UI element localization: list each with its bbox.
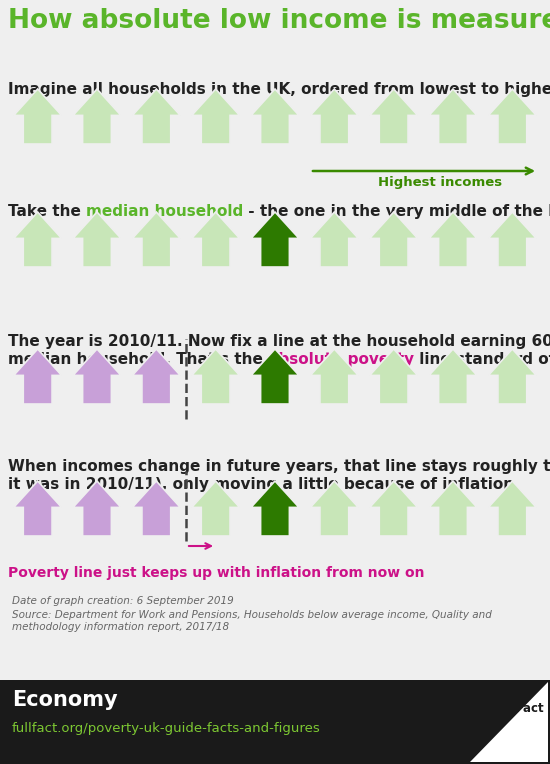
FancyBboxPatch shape bbox=[0, 680, 550, 764]
Polygon shape bbox=[73, 212, 121, 267]
Polygon shape bbox=[310, 89, 359, 144]
Polygon shape bbox=[488, 212, 536, 267]
Polygon shape bbox=[251, 481, 299, 536]
Polygon shape bbox=[14, 481, 62, 536]
Text: Take the: Take the bbox=[8, 204, 86, 219]
Polygon shape bbox=[429, 212, 477, 267]
Text: median household. That's the: median household. That's the bbox=[8, 352, 268, 367]
Polygon shape bbox=[191, 349, 240, 404]
Polygon shape bbox=[370, 89, 417, 144]
Polygon shape bbox=[370, 481, 417, 536]
Text: it was in 2010/11), only moving a little because of inflation: it was in 2010/11), only moving a little… bbox=[8, 477, 514, 492]
Polygon shape bbox=[133, 349, 180, 404]
Text: fullfact.org/poverty-uk-guide-facts-and-figures: fullfact.org/poverty-uk-guide-facts-and-… bbox=[12, 722, 321, 735]
Polygon shape bbox=[73, 481, 121, 536]
Polygon shape bbox=[14, 212, 62, 267]
Polygon shape bbox=[133, 212, 180, 267]
Text: Source: Department for Work and Pensions, Households below average income, Quali: Source: Department for Work and Pensions… bbox=[12, 610, 492, 632]
Text: - the one in the very middle of the list...: - the one in the very middle of the list… bbox=[243, 204, 550, 219]
Text: line standard of living: line standard of living bbox=[414, 352, 550, 367]
Polygon shape bbox=[429, 481, 477, 536]
Polygon shape bbox=[370, 349, 417, 404]
Polygon shape bbox=[191, 89, 240, 144]
Polygon shape bbox=[488, 481, 536, 536]
Text: Imagine all households in the UK, ordered from lowest to highest income...: Imagine all households in the UK, ordere… bbox=[8, 82, 550, 97]
Text: How absolute low income is measured: How absolute low income is measured bbox=[8, 8, 550, 34]
Polygon shape bbox=[429, 349, 477, 404]
Text: median household: median household bbox=[86, 204, 243, 219]
Polygon shape bbox=[488, 349, 536, 404]
Polygon shape bbox=[14, 349, 62, 404]
Polygon shape bbox=[191, 481, 240, 536]
Polygon shape bbox=[251, 212, 299, 267]
Polygon shape bbox=[370, 212, 417, 267]
Polygon shape bbox=[73, 89, 121, 144]
Text: Date of graph creation: 6 September 2019: Date of graph creation: 6 September 2019 bbox=[12, 596, 234, 606]
Text: Economy: Economy bbox=[12, 690, 118, 710]
Polygon shape bbox=[133, 481, 180, 536]
Text: When incomes change in future years, that line stays roughly the same (as: When incomes change in future years, tha… bbox=[8, 459, 550, 474]
Polygon shape bbox=[133, 89, 180, 144]
Text: Highest incomes: Highest incomes bbox=[378, 176, 502, 189]
Polygon shape bbox=[488, 89, 536, 144]
Polygon shape bbox=[73, 349, 121, 404]
Polygon shape bbox=[251, 89, 299, 144]
Text: absolute poverty: absolute poverty bbox=[268, 352, 414, 367]
Text: Full Fact: Full Fact bbox=[488, 702, 543, 715]
Polygon shape bbox=[310, 212, 359, 267]
Polygon shape bbox=[14, 89, 62, 144]
Polygon shape bbox=[310, 481, 359, 536]
Polygon shape bbox=[191, 212, 240, 267]
Polygon shape bbox=[310, 349, 359, 404]
Polygon shape bbox=[251, 349, 299, 404]
Polygon shape bbox=[470, 682, 548, 762]
Polygon shape bbox=[429, 89, 477, 144]
Text: The year is 2010/11. Now fix a line at the household earning 60% of that: The year is 2010/11. Now fix a line at t… bbox=[8, 334, 550, 349]
Text: Poverty line just keeps up with inflation from now on: Poverty line just keeps up with inflatio… bbox=[8, 566, 425, 580]
